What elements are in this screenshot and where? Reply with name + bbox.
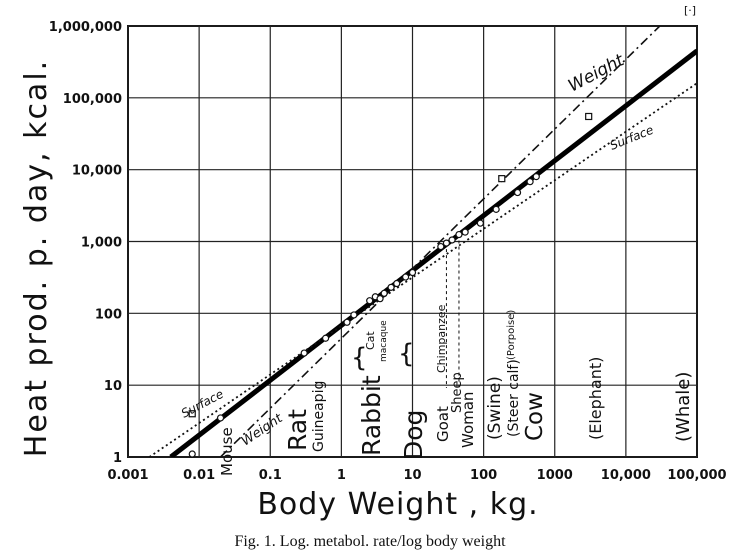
data-point	[350, 311, 358, 319]
x-tick-label: 100	[470, 468, 497, 483]
label-cow: Cow	[522, 392, 548, 441]
data-point	[366, 297, 374, 305]
x-tick-label: 10,000	[601, 468, 651, 483]
weight-line	[219, 26, 661, 457]
outlier-point	[585, 112, 593, 121]
label-goat: Goat	[434, 406, 452, 442]
data-point	[402, 273, 410, 281]
label-cat: Cat	[364, 331, 377, 350]
regression-line-edge	[172, 48, 697, 455]
data-point	[408, 268, 417, 277]
data-point	[513, 188, 522, 197]
label-rat: Rat	[283, 409, 312, 451]
y-tick-label: 1	[113, 451, 122, 466]
label-dog: Dog	[399, 410, 428, 460]
data-point	[188, 450, 196, 458]
label-woman: Woman	[459, 392, 477, 448]
corner-mark: [·]	[684, 4, 696, 17]
label-chimpanzee: Chimpanzee	[435, 304, 448, 373]
x-tick-label: 0.01	[183, 468, 215, 483]
data-point	[442, 239, 451, 247]
x-axis-title: Body Weight , kg.	[257, 487, 538, 522]
data-point	[455, 230, 463, 239]
data-point	[343, 318, 351, 326]
label-porpoise: (Porpoise)	[506, 310, 517, 360]
label-mouse: Mouse	[218, 427, 236, 476]
y-tick-label: 1,000,000	[49, 20, 122, 35]
x-tick-label: 100,000	[667, 468, 726, 483]
x-tick-label: 0.1	[259, 468, 282, 483]
regression-line	[169, 48, 697, 457]
label-guineapig: Guineapig	[311, 381, 327, 452]
data-point	[461, 228, 469, 236]
data-point	[300, 349, 308, 357]
y-tick-label: 10	[104, 379, 122, 394]
data-point	[393, 279, 401, 288]
data-point	[321, 334, 330, 342]
label-steer-calf: (Steer calf)	[506, 359, 522, 437]
line-layer	[148, 26, 697, 457]
data-point	[376, 295, 384, 303]
x-tick-label: 0.001	[107, 468, 148, 483]
y-tick-label: 10,000	[72, 164, 122, 179]
data-point	[387, 283, 395, 291]
label-macaque: macaque	[379, 320, 389, 362]
data-point	[216, 414, 225, 422]
axis-layer: 0.001 0.01 0.1 1 10 100 1000 10,000 100,000 1 10 10…	[49, 20, 727, 483]
figure-caption: Fig. 1. Log. metabol. rate/log body weig…	[234, 533, 506, 550]
outlier-point	[188, 410, 196, 418]
data-point	[476, 219, 484, 227]
data-point	[532, 173, 540, 181]
data-point	[380, 289, 388, 297]
brace-dog: {	[398, 339, 415, 369]
x-tick-label: 10	[403, 468, 421, 483]
data-point	[526, 178, 534, 186]
label-elephant: (Elephant)	[586, 357, 605, 440]
weight-line-label: Weight	[565, 50, 629, 97]
y-tick-label: 100,000	[63, 92, 122, 107]
x-tick-label: 1	[337, 468, 346, 483]
label-whale: (Whale)	[673, 372, 694, 442]
y-axis-title: Heat prod. p. day, kcal.	[19, 59, 54, 457]
label-rabbit: Rabbit	[357, 375, 386, 456]
data-point	[437, 242, 445, 251]
label-swine: (Swine)	[485, 376, 505, 440]
label-sheep: Sheep	[450, 372, 465, 413]
grid-layer	[127, 25, 698, 458]
surface-line-label: Surface	[608, 123, 656, 153]
data-point	[492, 205, 500, 213]
data-point	[448, 236, 456, 244]
surface-line	[148, 82, 697, 457]
x-tick-label: 1000	[537, 468, 573, 483]
y-tick-label: 100	[95, 307, 122, 322]
outlier-point	[498, 175, 506, 183]
y-tick-label: 1,000	[81, 236, 122, 251]
brace-cat-macaque: {	[351, 343, 368, 373]
point-layer	[188, 112, 593, 458]
